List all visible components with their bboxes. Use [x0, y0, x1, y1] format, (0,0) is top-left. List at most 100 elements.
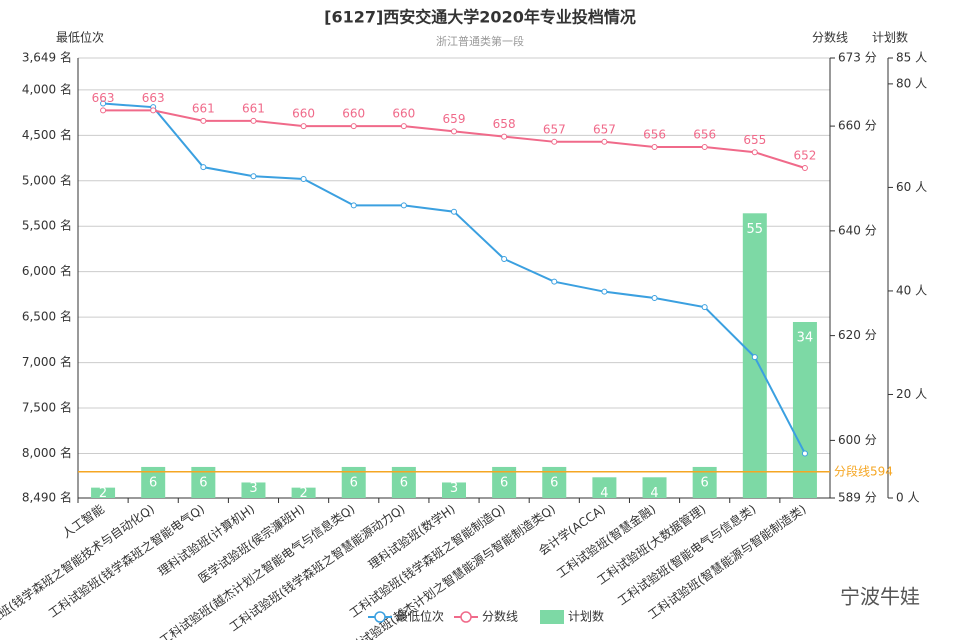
point	[501, 255, 508, 262]
bar-label: 34	[797, 331, 814, 346]
bar	[241, 482, 266, 498]
point	[300, 175, 307, 182]
bar-label: 3	[450, 481, 458, 496]
legend-label: 分数线	[482, 609, 518, 624]
data-label: 663	[92, 91, 115, 105]
y2-tick-label: 589 分	[838, 491, 877, 505]
bar-label: 6	[500, 475, 508, 490]
y2-tick-label: 660 分	[838, 119, 877, 133]
point	[501, 133, 508, 140]
y3-tick-label: 40 人	[896, 283, 927, 297]
legend-label: 计划数	[568, 609, 604, 624]
data-label: 657	[543, 122, 566, 136]
y3-axis-title: 计划数	[872, 30, 908, 45]
data-label: 655	[743, 133, 766, 147]
point	[150, 107, 157, 114]
point	[400, 123, 407, 130]
y-tick-label: 6,000 名	[22, 263, 72, 278]
y2-tick-label: 673 分	[838, 51, 877, 65]
y3-tick-label: 0 人	[896, 491, 919, 505]
point	[451, 128, 457, 135]
bar-label: 4	[600, 486, 608, 501]
data-label: 661	[242, 101, 265, 115]
legend-icon	[460, 611, 472, 623]
data-label: 656	[643, 128, 666, 142]
data-label: 656	[693, 128, 716, 142]
data-label: 660	[292, 107, 315, 121]
y2-tick-label: 640 分	[838, 223, 877, 237]
y-tick-label: 7,000 名	[22, 354, 72, 369]
point	[551, 278, 558, 285]
data-label: 658	[493, 117, 516, 131]
point	[801, 450, 808, 457]
bar-label: 6	[400, 475, 408, 490]
data-label: 659	[443, 112, 466, 126]
mark-line-label: 分段线594	[834, 463, 893, 478]
x-tick-label: 人工智能	[59, 501, 107, 541]
point	[200, 117, 207, 124]
data-label: 661	[192, 101, 215, 115]
point	[400, 202, 407, 209]
legend-icon	[374, 611, 386, 623]
point	[751, 149, 758, 156]
y3-tick-label: 60 人	[896, 180, 927, 194]
y-tick-label: 7,500 名	[22, 400, 72, 415]
point	[100, 107, 107, 114]
y3-tick-label: 20 人	[896, 387, 927, 401]
point	[250, 117, 257, 124]
y3-tick-label: 80 人	[896, 76, 927, 90]
point	[551, 138, 558, 145]
point	[350, 202, 357, 209]
bar-label: 6	[149, 475, 157, 490]
point	[801, 165, 808, 171]
point	[701, 144, 708, 151]
point	[601, 288, 608, 295]
point	[250, 173, 257, 180]
y-tick-label: 5,500 名	[22, 218, 72, 233]
bar-label: 6	[350, 475, 358, 490]
bar-label: 6	[701, 475, 709, 490]
watermark: 宁波牛娃	[840, 585, 920, 609]
data-label: 660	[342, 107, 365, 121]
y-tick-label: 4,000 名	[22, 81, 72, 96]
line	[102, 102, 806, 454]
y-tick-label: 8,000 名	[22, 445, 72, 460]
bar	[91, 487, 116, 498]
y-tick-label: 3,649 名	[22, 50, 72, 65]
bar	[642, 477, 667, 498]
bar-label: 4	[650, 486, 658, 501]
bar-label: 3	[249, 481, 257, 496]
bar-label: 2	[299, 486, 307, 501]
legend-label: 最低位次	[396, 609, 444, 624]
point	[100, 100, 107, 107]
data-label: 657	[593, 122, 616, 136]
point	[451, 208, 457, 215]
point	[200, 164, 207, 171]
y-tick-label: 4,500 名	[22, 127, 72, 142]
y-axis-title: 最低位次	[56, 30, 104, 45]
bar-label: 6	[550, 475, 558, 490]
data-label: 663	[142, 91, 165, 105]
bar	[592, 477, 617, 498]
bar-label: 2	[99, 486, 107, 501]
y-tick-label: 6,500 名	[22, 309, 72, 324]
point	[651, 144, 658, 151]
point	[601, 138, 608, 145]
chart-title: [6127]西安交通大学2020年专业投档情况	[324, 8, 636, 27]
y-tick-label: 5,000 名	[22, 172, 72, 187]
bar	[291, 487, 316, 498]
point	[751, 354, 758, 361]
data-label: 652	[793, 149, 816, 163]
bar	[492, 466, 517, 498]
y2-tick-label: 620 分	[838, 328, 877, 342]
bar	[792, 322, 817, 498]
y-tick-label: 8,490 名	[22, 490, 72, 505]
point	[350, 123, 357, 130]
bar	[442, 482, 466, 498]
y2-tick-label: 600 分	[838, 433, 877, 447]
data-label: 660	[392, 107, 415, 121]
y2-axis-title: 分数线	[812, 30, 848, 45]
y3-tick-label: 85 人	[896, 51, 927, 65]
x-tick-label: 理科试验班(数学H)	[365, 501, 457, 572]
